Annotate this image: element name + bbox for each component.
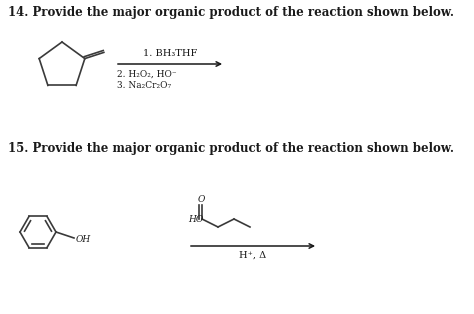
- Text: 3. Na₂Cr₂O₇: 3. Na₂Cr₂O₇: [117, 81, 171, 90]
- Text: 15. Provide the major organic product of the reaction shown below.: 15. Provide the major organic product of…: [8, 142, 454, 155]
- Text: H⁺, Δ: H⁺, Δ: [239, 251, 266, 260]
- Text: 1. BH₃THF: 1. BH₃THF: [143, 49, 197, 58]
- Text: OH: OH: [76, 235, 91, 243]
- Text: 14. Provide the major organic product of the reaction shown below.: 14. Provide the major organic product of…: [8, 6, 454, 19]
- Text: O: O: [197, 195, 205, 204]
- Text: 2. H₂O₂, HO⁻: 2. H₂O₂, HO⁻: [117, 70, 177, 79]
- Text: HO: HO: [188, 214, 203, 224]
